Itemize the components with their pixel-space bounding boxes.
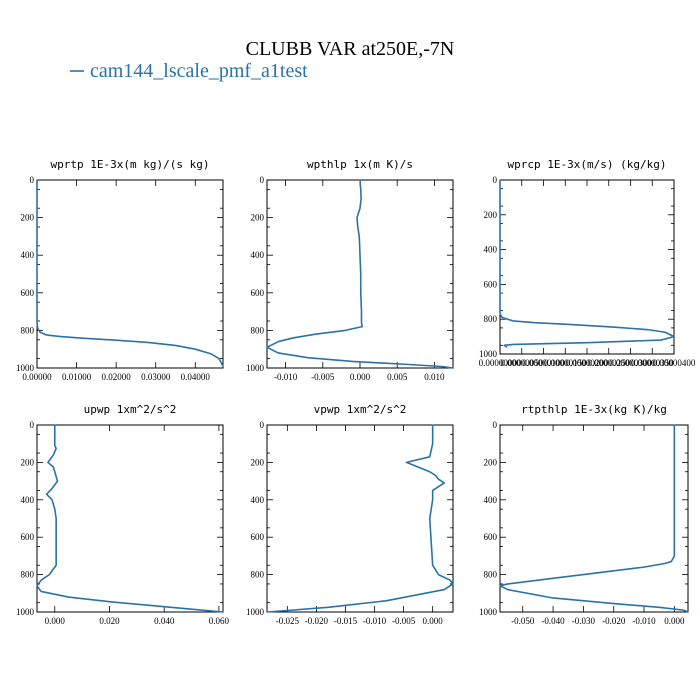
x-tick-label: -0.005	[392, 616, 416, 626]
y-tick-label: 600	[484, 279, 498, 289]
y-tick-label: 400	[21, 495, 35, 505]
x-tick-label: 0.000	[664, 616, 685, 626]
y-tick-label: 600	[21, 532, 35, 542]
panel-6: rtpthlp 1E-3x(kg K)/kg 0 200 400 600 800 1000 -…	[479, 403, 689, 626]
y-tick-label: 1000	[479, 607, 498, 617]
plot-frame	[36, 179, 224, 369]
x-tick-label: 0.00000100	[522, 358, 565, 368]
y-tick-label: 0	[493, 175, 498, 185]
x-tick-label: 0.00000300	[609, 358, 652, 368]
x-tick-label: -0.030	[572, 616, 596, 626]
y-tick-label: 600	[484, 532, 498, 542]
figure-title: CLUBB VAR at250E,-7N	[246, 38, 455, 60]
y-tick-label: 0	[30, 420, 35, 430]
x-tick-label: -0.005	[311, 372, 335, 382]
panel-2: wpthlp 1x(m K)/s 0 200 400 600 800 1000 -0.010 -…	[246, 158, 454, 382]
panel-5: vpwp 1xm^2/s^2 0 200 400 600 800 1000 -0.025 -0.…	[246, 403, 454, 626]
y-tick-label: 1000	[246, 607, 265, 617]
y-tick-label: 800	[21, 325, 35, 335]
y-tick-label: 0	[493, 420, 498, 430]
y-tick-label: 1000	[16, 607, 35, 617]
y-tick-label: 0	[260, 175, 265, 185]
x-tick-label: -0.015	[334, 616, 358, 626]
panel-title: wpthlp 1x(m K)/s	[307, 158, 413, 171]
x-tick-label: -0.010	[632, 616, 656, 626]
legend: cam144_lscale_pmf_a1test	[70, 60, 308, 82]
x-tick-label: 0.000	[45, 616, 66, 626]
y-tick-label: 800	[484, 314, 498, 324]
x-tick-label: 0.00000350	[631, 358, 674, 368]
y-tick-label: 0	[30, 175, 35, 185]
x-tick-label: 0.02000	[102, 372, 132, 382]
x-tick-label: 0.000	[350, 372, 371, 382]
x-tick-label: 0.000	[423, 616, 444, 626]
x-tick-label: -0.010	[363, 616, 387, 626]
x-tick-label: 0.00000400	[653, 358, 696, 368]
legend-label: cam144_lscale_pmf_a1test	[90, 60, 308, 82]
y-tick-label: 1000	[246, 363, 265, 373]
y-tick-label: 200	[484, 210, 498, 220]
panel-title: upwp 1xm^2/s^2	[84, 403, 177, 416]
y-tick-label: 800	[251, 570, 265, 580]
x-tick-label: -0.050	[511, 616, 535, 626]
series-line	[266, 179, 454, 369]
y-tick-label: 0	[260, 420, 265, 430]
x-tick-label: 0.03000	[141, 372, 171, 382]
plot-frame	[36, 424, 224, 613]
y-tick-label: 1000	[16, 363, 35, 373]
x-tick-label: 0.060	[209, 616, 230, 626]
y-tick-label: 200	[484, 457, 498, 467]
series-line	[499, 424, 689, 613]
y-tick-label: 400	[484, 245, 498, 255]
y-tick-label: 800	[21, 570, 35, 580]
x-tick-label: -0.020	[602, 616, 626, 626]
y-tick-label: 200	[251, 213, 265, 223]
y-tick-label: 200	[21, 457, 35, 467]
x-tick-label: 0.00000050	[500, 358, 543, 368]
panel-title: wprcp 1E-3x(m/s) (kg/kg)	[508, 158, 667, 171]
x-tick-label: 0.040	[154, 616, 175, 626]
series-line	[499, 179, 675, 348]
panel-title: rtpthlp 1E-3x(kg K)/kg	[521, 403, 667, 416]
series-line	[36, 424, 224, 613]
y-tick-label: 800	[251, 325, 265, 335]
panel-title: wprtp 1E-3x(m kg)/(s kg)	[51, 158, 210, 171]
plot-frame	[499, 424, 689, 613]
x-tick-label: 0.010	[424, 372, 445, 382]
plot-frame	[499, 179, 675, 355]
x-tick-label: 0.01000	[62, 372, 92, 382]
y-tick-label: 800	[484, 570, 498, 580]
y-tick-label: 1000	[479, 349, 498, 359]
x-tick-label: -0.020	[305, 616, 329, 626]
y-tick-label: 200	[251, 457, 265, 467]
plot-frame	[266, 424, 454, 613]
x-tick-label: -0.040	[541, 616, 565, 626]
y-tick-label: 200	[21, 213, 35, 223]
panel-title: vpwp 1xm^2/s^2	[314, 403, 407, 416]
y-tick-label: 600	[251, 288, 265, 298]
x-tick-label: 0.00000	[22, 372, 52, 382]
y-tick-label: 400	[251, 495, 265, 505]
y-tick-label: 400	[21, 250, 35, 260]
x-tick-label: 0.04000	[181, 372, 211, 382]
x-tick-label: 0.00000250	[587, 358, 630, 368]
panel-3: wprcp 1E-3x(m/s) (kg/kg) 0 200 400 600 800 100…	[479, 158, 696, 368]
series-line	[36, 179, 224, 367]
y-tick-label: 600	[21, 288, 35, 298]
y-tick-label: 400	[251, 250, 265, 260]
y-tick-label: 400	[484, 495, 498, 505]
x-tick-label: -0.025	[276, 616, 300, 626]
x-tick-label: 0.005	[387, 372, 408, 382]
x-tick-label: 0.00000150	[544, 358, 587, 368]
panel-1: wprtp 1E-3x(m kg)/(s kg) 0 200 400 600 800 100…	[16, 158, 224, 382]
x-tick-label: -0.010	[274, 372, 298, 382]
panels: wprtp 1E-3x(m kg)/(s kg) 0 200 400 600 800 100…	[16, 158, 696, 626]
x-tick-label: 0.020	[99, 616, 120, 626]
panel-4: upwp 1xm^2/s^2 0 200 400 600 800 1000 0.000 0.02…	[16, 403, 230, 626]
x-tick-label: 0.00000200	[566, 358, 609, 368]
y-tick-label: 600	[251, 532, 265, 542]
x-tick-label: 0.00000000	[479, 358, 522, 368]
series-line	[266, 424, 454, 613]
